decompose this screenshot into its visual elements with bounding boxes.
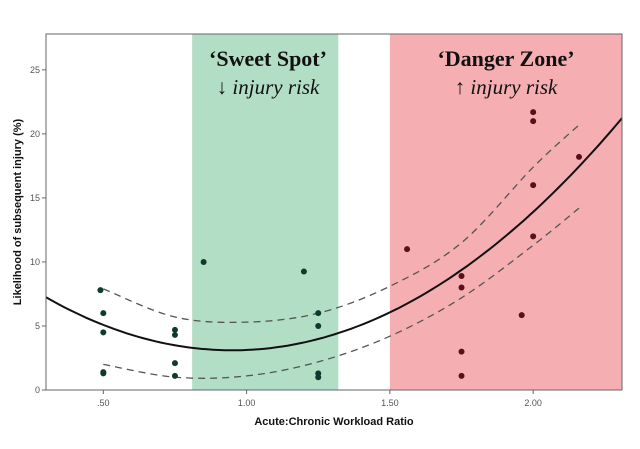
data-point [576, 153, 583, 160]
danger-zone-subtitle-text: injury risk [470, 75, 558, 99]
data-point [100, 310, 107, 317]
y-axis-title: Likelihood of subsequent injury (%) [12, 118, 24, 305]
data-point [530, 109, 537, 116]
data-point [315, 310, 322, 317]
x-tick-label: 2.00 [524, 398, 542, 408]
sweet-spot-band [192, 34, 339, 390]
y-tick-label: 0 [35, 385, 40, 395]
data-point [458, 348, 465, 355]
data-point [458, 372, 465, 379]
ci-upper-curve [103, 124, 580, 324]
data-point [518, 312, 525, 319]
danger-zone-band [389, 34, 622, 390]
danger-zone-subtitle: ↑ injury risk [455, 75, 558, 99]
data-point [458, 273, 465, 280]
danger-zone-title: ‘Danger Zone’ [437, 46, 574, 71]
sweet-spot-subtitle: ↓ injury risk [217, 75, 320, 99]
data-point [530, 233, 537, 240]
data-point [200, 258, 207, 265]
x-tick-label: .50 [97, 398, 110, 408]
y-tick-label: 25 [30, 65, 40, 75]
data-point [300, 268, 307, 275]
data-point [530, 182, 537, 189]
data-point [97, 287, 104, 294]
data-point [171, 360, 178, 367]
fit-curve [45, 117, 623, 352]
x-tick-label: 1.50 [381, 398, 399, 408]
y-tick-label: 15 [30, 193, 40, 203]
data-point [171, 326, 178, 333]
x-tick-label: 1.00 [238, 398, 256, 408]
data-point [458, 284, 465, 291]
up-arrow-icon: ↑ [455, 75, 466, 99]
data-point [315, 374, 322, 381]
data-point [404, 246, 411, 253]
data-point [100, 370, 107, 377]
sweet-spot-subtitle-text: injury risk [232, 75, 320, 99]
sweet-spot-title: ‘Sweet Spot’ [209, 46, 327, 71]
data-point [171, 372, 178, 379]
x-axis-title: Acute:Chronic Workload Ratio [254, 416, 414, 428]
data-point [530, 118, 537, 125]
ci-lower-curve [103, 207, 580, 379]
data-point [100, 329, 107, 336]
data-point [171, 331, 178, 338]
y-tick-label: 20 [30, 129, 40, 139]
plot-frame [45, 33, 623, 391]
data-point [315, 322, 322, 329]
y-tick-label: 10 [30, 257, 40, 267]
y-tick-label: 5 [35, 321, 40, 331]
down-arrow-icon: ↓ [217, 75, 228, 99]
